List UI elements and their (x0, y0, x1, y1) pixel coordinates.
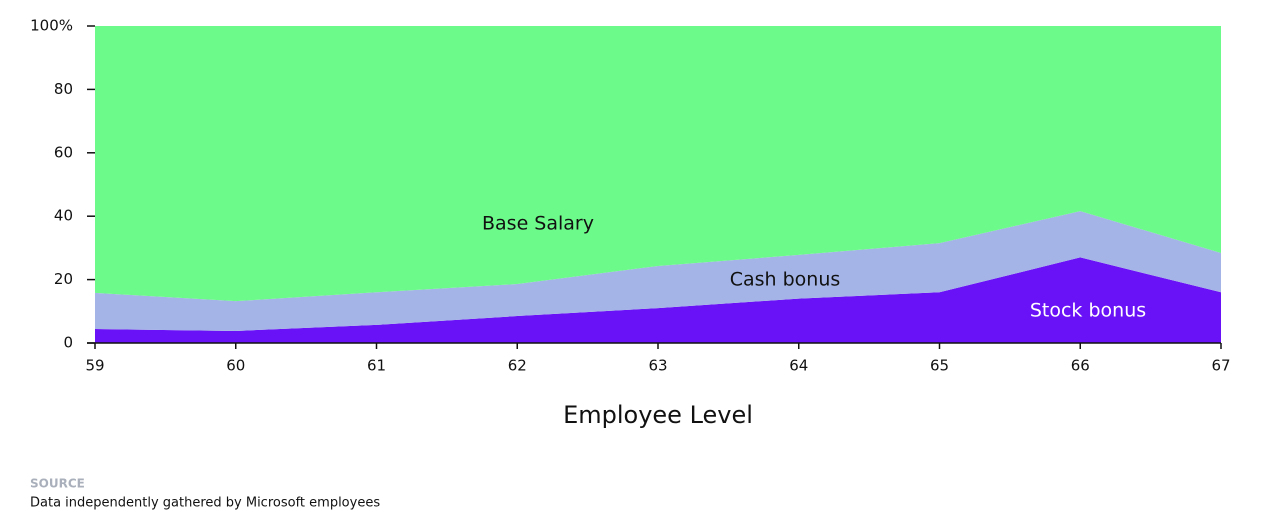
area (95, 26, 1221, 302)
series-label: Base Salary (482, 213, 594, 235)
x-tick-label: 64 (789, 357, 808, 375)
source-text: Data independently gathered by Microsoft… (30, 496, 380, 511)
area (95, 211, 1221, 331)
x-tick-label: 62 (508, 357, 527, 375)
x-tick-label: 65 (930, 357, 949, 375)
y-tick-label: 40 (54, 207, 73, 225)
source-label: SOURCE (30, 477, 85, 491)
x-tick-label: 66 (1071, 357, 1090, 375)
series-label: Cash bonus (730, 269, 841, 291)
y-tick-label: 20 (54, 270, 73, 288)
y-tick-label: 80 (54, 80, 73, 98)
series-label: Stock bonus (1030, 300, 1146, 322)
x-tick-label: 67 (1211, 357, 1230, 375)
x-tick-label: 61 (367, 357, 386, 375)
x-tick-label: 59 (85, 357, 104, 375)
x-tick-label: 63 (648, 357, 667, 375)
y-tick-label: 100% (30, 17, 73, 35)
y-tick-label: 60 (54, 143, 73, 161)
y-tick-label: 0 (63, 334, 73, 352)
x-axis-label: Employee Level (563, 401, 753, 429)
x-tick-label: 60 (226, 357, 245, 375)
area (95, 257, 1221, 343)
